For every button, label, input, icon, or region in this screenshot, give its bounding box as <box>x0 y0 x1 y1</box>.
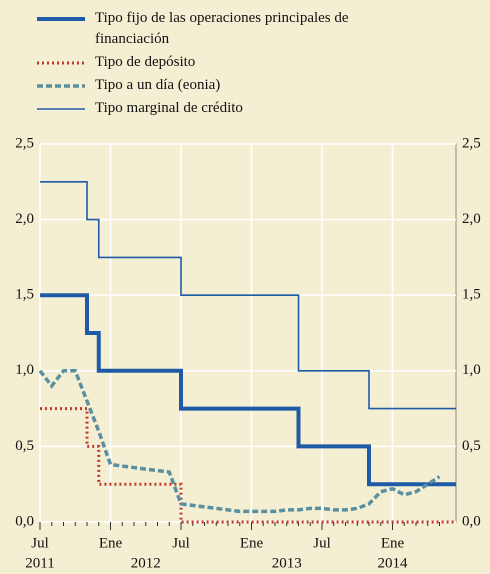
legend-key <box>37 108 85 110</box>
legend-key <box>37 61 85 65</box>
year-label: 2013 <box>272 555 302 571</box>
legend-label: Tipo a un día (eonia) <box>95 77 221 93</box>
y2-tick-label: 2,0 <box>462 211 481 227</box>
plot-area <box>39 143 457 523</box>
y-tick-label: 2,0 <box>15 211 34 227</box>
year-label: 2014 <box>378 555 409 571</box>
legend-item: Tipo fijo de las operaciones principales… <box>37 8 377 50</box>
x-tick-label: Jul <box>172 535 190 551</box>
legend-item: Tipo de depósito <box>37 52 377 73</box>
x-tick-label: Ene <box>240 535 264 551</box>
y2-tick-label: 2,5 <box>462 135 481 151</box>
y-tick-label: 0,5 <box>15 438 34 454</box>
series-line <box>38 369 441 514</box>
y-tick-label: 1,5 <box>15 287 34 303</box>
x-tick-label: Ene <box>99 535 123 551</box>
legend-label: Tipo de depósito <box>95 54 196 70</box>
y-tick-label: 1,0 <box>15 362 34 378</box>
legend-label: Tipo fijo de las operaciones principales… <box>95 10 349 47</box>
legend-item: Tipo marginal de crédito <box>37 98 377 119</box>
series-line <box>40 181 456 410</box>
y2-tick-label: 0,5 <box>462 438 481 454</box>
legend-key <box>37 17 85 21</box>
y-tick-label: 2,5 <box>15 135 34 151</box>
year-label: 2011 <box>25 555 54 571</box>
y2-tick-label: 0,0 <box>462 513 481 529</box>
y2-tick-label: 1,0 <box>462 362 481 378</box>
legend: Tipo fijo de las operaciones principales… <box>37 8 377 121</box>
legend-label: Tipo marginal de crédito <box>95 100 243 116</box>
x-tick-label: Jul <box>313 535 331 551</box>
x-tick-label: Jul <box>31 535 49 551</box>
y-tick-label: 0,0 <box>15 513 34 529</box>
legend-key <box>37 84 85 88</box>
legend-item: Tipo a un día (eonia) <box>37 75 377 96</box>
series-line <box>40 407 456 524</box>
series-line <box>40 293 456 487</box>
x-tick-label: Ene <box>381 535 405 551</box>
year-label: 2012 <box>131 555 161 571</box>
y2-tick-label: 1,5 <box>462 287 481 303</box>
